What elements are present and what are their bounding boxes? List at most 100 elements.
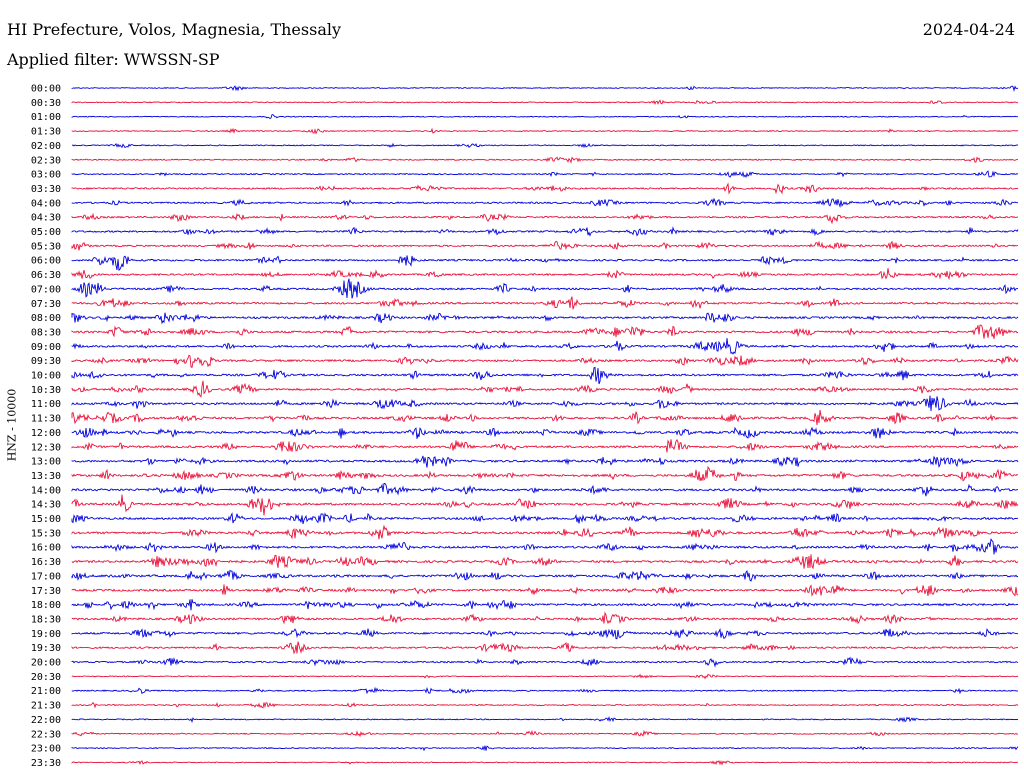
seismic-trace-line [71, 240, 1019, 251]
seismic-trace-line [71, 569, 1019, 582]
seismic-trace-line [71, 599, 1019, 611]
row-time-label: 17:00 [31, 571, 61, 582]
seismic-trace-line [71, 99, 1019, 105]
row-time-label: 22:30 [31, 729, 61, 740]
seismic-trace-line [71, 512, 1019, 525]
seismic-trace-line [71, 494, 1019, 516]
seismic-trace-line [71, 409, 1019, 426]
row-time-label: 16:00 [31, 543, 61, 554]
row-time-label: 14:00 [31, 485, 61, 496]
row-time-label: 08:00 [31, 313, 61, 324]
seismic-trace-line [71, 701, 1019, 709]
seismic-trace-line [71, 268, 1019, 281]
seismic-trace-line [71, 465, 1019, 482]
seismic-trace-line [71, 197, 1018, 209]
row-time-label: 07:30 [31, 299, 61, 310]
seismic-trace-line [71, 338, 1019, 355]
seismic-trace-line [71, 554, 1019, 570]
seismic-trace-line [71, 584, 1019, 597]
seismic-trace-line [71, 85, 1019, 92]
row-time-label: 09:00 [31, 342, 61, 353]
seismic-trace-line [71, 641, 1019, 655]
seismic-trace-line [71, 426, 1019, 439]
row-time-label: 03:00 [31, 170, 61, 181]
seismic-trace-line [71, 142, 1019, 149]
row-time-label: 04:30 [31, 213, 61, 224]
row-time-label: 09:30 [31, 356, 61, 367]
seismic-trace-line [71, 212, 1019, 225]
row-time-label: 00:00 [31, 84, 61, 95]
seismic-trace-line [71, 366, 1019, 385]
row-time-label: 13:00 [31, 457, 61, 468]
seismic-trace-line [71, 455, 1019, 469]
seismic-trace-line [71, 395, 1019, 412]
seismic-trace-line [71, 127, 1019, 135]
row-time-label: 13:30 [31, 471, 61, 482]
seismic-trace-line [71, 312, 1019, 325]
seismic-trace-line [71, 354, 1019, 369]
row-time-label: 19:30 [31, 643, 61, 654]
seismic-trace-line [71, 729, 1019, 738]
row-time-label: 20:00 [31, 658, 61, 669]
seismic-trace-line [71, 656, 1019, 668]
seismic-trace-line [71, 278, 1019, 299]
row-time-label: 21:30 [31, 701, 61, 712]
seismic-trace-line [71, 182, 1019, 195]
row-time-label: 20:30 [31, 672, 61, 683]
row-time-label: 19:00 [31, 629, 61, 640]
seismic-trace-line [71, 686, 1019, 695]
row-time-label: 06:00 [31, 256, 61, 267]
row-time-label: 11:00 [31, 399, 61, 410]
row-time-label: 02:00 [31, 141, 61, 152]
row-time-label: 03:30 [31, 184, 61, 195]
seismic-trace-line [71, 296, 1019, 310]
seismic-trace-line [71, 627, 1019, 640]
row-time-label: 01:30 [31, 127, 61, 138]
seismic-trace-line [71, 438, 1019, 453]
seismic-trace-line [71, 673, 1019, 680]
seismic-trace-line [71, 482, 1019, 497]
row-time-label: 10:00 [31, 371, 61, 382]
row-time-label: 15:30 [31, 528, 61, 539]
row-time-label: 15:00 [31, 514, 61, 525]
row-time-label: 05:30 [31, 241, 61, 252]
seismic-trace-line [71, 524, 1019, 540]
seismic-trace-line [71, 715, 1019, 723]
row-time-label: 12:00 [31, 428, 61, 439]
seismic-trace-line [71, 611, 1019, 625]
seismic-trace-line [71, 226, 1019, 237]
row-time-label: 16:30 [31, 557, 61, 568]
row-time-label: 14:30 [31, 500, 61, 511]
seismic-trace-line [71, 255, 1019, 272]
row-time-label: 10:30 [31, 385, 61, 396]
row-time-label: 01:00 [31, 112, 61, 123]
row-time-label: 18:00 [31, 600, 61, 611]
seismic-trace-line [71, 114, 1018, 120]
seismic-trace-line [71, 170, 1019, 178]
row-time-label: 23:00 [31, 744, 61, 755]
row-time-label: 06:30 [31, 270, 61, 281]
row-time-label: 02:30 [31, 155, 61, 166]
row-time-label: 17:30 [31, 586, 61, 597]
chart-title: HI Prefecture, Volos, Magnesia, Thessaly [7, 20, 342, 39]
row-time-label: 00:30 [31, 98, 61, 109]
seismic-trace-line [71, 760, 1018, 766]
seismic-trace-line [71, 380, 1019, 398]
filter-label: Applied filter: WWSSN-SP [7, 50, 220, 69]
row-time-label: 08:30 [31, 327, 61, 338]
seismic-trace-line [71, 324, 1019, 339]
chart-date: 2024-04-24 [922, 20, 1015, 39]
row-time-label: 05:00 [31, 227, 61, 238]
seismic-trace-line [71, 745, 1019, 752]
row-time-label: 07:00 [31, 284, 61, 295]
row-time-label: 23:30 [31, 758, 61, 769]
row-time-label: 18:30 [31, 614, 61, 625]
row-time-label: 22:00 [31, 715, 61, 726]
seismic-trace-line [71, 156, 1019, 164]
row-time-label: 04:00 [31, 198, 61, 209]
row-time-label: 21:00 [31, 686, 61, 697]
seismic-trace-line [71, 537, 1019, 555]
row-time-label: 12:30 [31, 442, 61, 453]
row-time-label: 11:30 [31, 414, 61, 425]
